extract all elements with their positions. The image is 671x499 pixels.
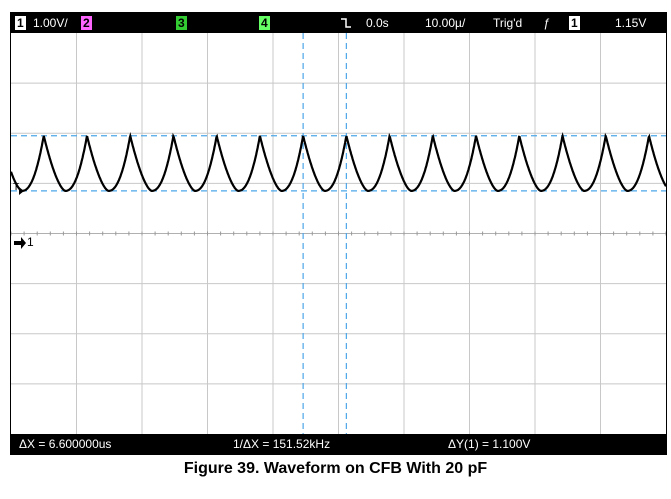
time-scale: 10.00µ/ xyxy=(425,16,466,30)
waveform-screen: 1 T xyxy=(11,33,666,434)
graticule xyxy=(11,33,666,434)
trigger-level-marker: T xyxy=(13,182,19,193)
measurement-bar: ΔX = 6.600000us 1/ΔX = 151.52kHz ΔY(1) =… xyxy=(11,434,666,454)
status-bar: 1 1.00V/ 2 3 4 0.0s 10.00µ/ Trig'd ƒ 1 1… xyxy=(11,13,666,33)
trigger-channel: 1 xyxy=(569,16,580,30)
ground-arrow-icon xyxy=(14,237,26,249)
cursor-lines[interactable] xyxy=(11,33,666,434)
figure-caption: Figure 39. Waveform on CFB With 20 pF xyxy=(183,460,488,477)
trigger-arrow-marker-icon xyxy=(19,187,24,195)
ch1-scale: 1.00V/ xyxy=(33,16,68,30)
oscilloscope-display: 1 1.00V/ 2 3 4 0.0s 10.00µ/ Trig'd ƒ 1 1… xyxy=(10,12,667,455)
time-offset: 0.0s xyxy=(366,16,389,30)
trigger-status: Trig'd xyxy=(493,16,523,30)
trigger-arrow-icon xyxy=(341,18,351,28)
delta-y-readout: ΔY(1) = 1.100V xyxy=(448,437,531,451)
ch3-indicator[interactable]: 3 xyxy=(176,16,187,30)
delta-x-readout: ΔX = 6.600000us xyxy=(19,437,112,451)
ch2-indicator[interactable]: 2 xyxy=(81,16,92,30)
trigger-position-icon xyxy=(339,15,353,32)
ch4-indicator[interactable]: 4 xyxy=(259,16,270,30)
trigger-level: 1.15V xyxy=(615,16,647,30)
inverse-delta-x-readout: 1/ΔX = 151.52kHz xyxy=(233,437,331,451)
ch1-ground-marker: 1 xyxy=(27,235,34,249)
trigger-edge-icon: ƒ xyxy=(543,16,550,30)
ch1-trace xyxy=(11,132,666,192)
ch1-indicator[interactable]: 1 xyxy=(15,16,26,30)
